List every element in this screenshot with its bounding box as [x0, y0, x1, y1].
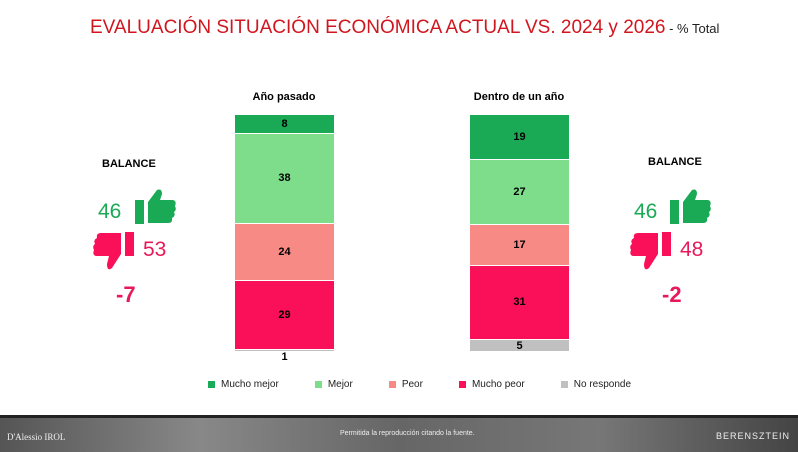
- balance-net-right: -2: [662, 282, 682, 307]
- bar-segment: 31: [470, 265, 569, 341]
- thumbs-up-icon: [135, 189, 176, 224]
- data-label: 31: [513, 296, 526, 309]
- legend-item: Mejor: [314, 379, 353, 390]
- data-label: 19: [513, 131, 526, 144]
- balance-negative-left: 53: [143, 238, 167, 261]
- balance-net-left: -7: [116, 282, 136, 307]
- thumbs-down-icon: [93, 232, 134, 270]
- bar-segment: 27: [470, 160, 569, 226]
- thumbs-down-icon: [630, 232, 671, 270]
- berensztein-logo: BERENSZTEIN: [715, 431, 790, 441]
- legend-label: No responde: [573, 379, 632, 390]
- legend-item: Peor: [388, 379, 423, 390]
- bar-segment: 29: [235, 280, 334, 350]
- legend-label: Peor: [401, 379, 423, 390]
- legend-label: Mejor: [327, 379, 353, 390]
- balance-positive-left: 46: [98, 200, 122, 223]
- legend-swatch: [314, 381, 322, 388]
- legend-item: Mucho peor: [458, 379, 525, 390]
- legend: Mucho mejor Mejor Peor Mucho peor No respond…: [208, 379, 667, 390]
- data-label: 5: [516, 339, 523, 352]
- legend-item: No responde: [560, 379, 632, 390]
- bar-segment: 8: [235, 115, 334, 134]
- data-label: 8: [281, 117, 288, 130]
- data-label: 17: [513, 238, 526, 251]
- bar-segment: 19: [470, 115, 569, 161]
- bar-segment: 17: [470, 225, 569, 266]
- legend-swatch: [388, 381, 396, 388]
- legend-swatch: [458, 381, 466, 388]
- stacked-bar-dentro-de-un-ano: 19 27 17 31 5: [470, 115, 569, 352]
- legend-label: Mucho peor: [471, 379, 525, 390]
- legend-swatch: [560, 381, 568, 388]
- bar-segment: 5: [470, 340, 569, 352]
- balance-label-right: BALANCE: [648, 156, 702, 168]
- data-label: 38: [278, 172, 291, 185]
- data-label: 29: [278, 308, 291, 321]
- page-title: EVALUACIÓN SITUACIÓN ECONÓMICA ACTUAL VS…: [90, 17, 719, 39]
- bar-title-ano-pasado: Año pasado: [252, 91, 316, 103]
- bar-segment: 1: [235, 349, 334, 363]
- stacked-bar-ano-pasado: 8 38 24 29 1: [235, 115, 334, 363]
- data-label: 24: [278, 245, 291, 258]
- bar-segment: 38: [235, 133, 334, 224]
- footer-text: Permitida la reproducción citando la fue…: [340, 430, 475, 437]
- footer: D'Alessio IROL Permitida la reproducción…: [0, 415, 798, 452]
- balance-negative-right: 48: [680, 238, 704, 261]
- data-label: 1: [281, 350, 288, 363]
- balance-positive-right: 46: [634, 200, 658, 223]
- bar-segment: 24: [235, 224, 334, 281]
- thumbs-up-icon: [670, 189, 711, 224]
- legend-item: Mucho mejor: [208, 379, 279, 390]
- legend-label: Mucho mejor: [221, 379, 279, 390]
- balance-label-left: BALANCE: [102, 158, 156, 170]
- dalessio-logo: D'Alessio IROL: [7, 432, 66, 442]
- legend-swatch: [208, 381, 215, 388]
- title-suffix: - % Total: [665, 21, 720, 36]
- title-main: EVALUACIÓN SITUACIÓN ECONÓMICA ACTUAL VS…: [90, 17, 666, 38]
- data-label: 27: [513, 186, 526, 199]
- bar-title-dentro-de-un-ano: Dentro de un año: [473, 91, 565, 103]
